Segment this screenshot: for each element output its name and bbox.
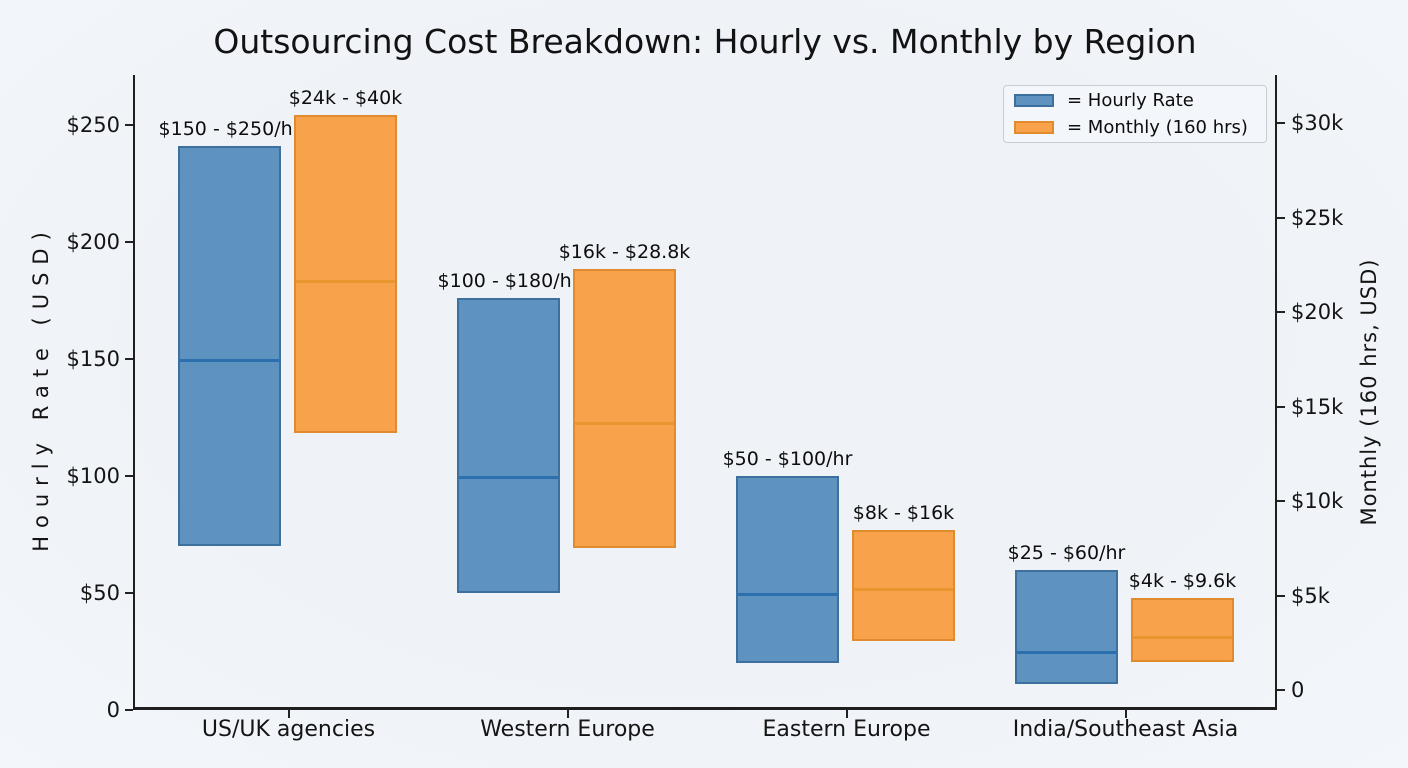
bar-hourly-rate-western-europe bbox=[457, 298, 560, 593]
monthly-swatch bbox=[1014, 121, 1054, 134]
left-axis-tick-label-200: $200 bbox=[66, 230, 120, 254]
bar-hourly-rate-us-uk-agencies bbox=[178, 146, 281, 547]
chart-title: Outsourcing Cost Breakdown: Hourly vs. M… bbox=[213, 22, 1197, 61]
range-label-monthly-160-hrs-eastern-europe: $8k - $16k bbox=[852, 502, 955, 525]
divider-line-monthly-160-hrs-us-uk-agencies bbox=[296, 279, 395, 283]
range-label-monthly-160-hrs-western-europe: $16k - $28.8k bbox=[558, 240, 691, 263]
right-axis-tick-label-20k: $20k bbox=[1291, 300, 1344, 324]
left-axis-tick-250 bbox=[125, 124, 133, 126]
right-axis-title: Monthly (160 hrs, USD) bbox=[1357, 258, 1381, 526]
bar-monthly-160-hrs-us-uk-agencies bbox=[294, 115, 397, 433]
left-axis-tick-label-100: $100 bbox=[66, 464, 120, 488]
range-label-hourly-rate-us-uk-agencies: $150 - $250/hr bbox=[158, 118, 301, 141]
legend-item-monthly: = Monthly (160 hrs) bbox=[1014, 117, 1256, 139]
range-label-hourly-rate-eastern-europe: $50 - $100/hr bbox=[722, 448, 853, 470]
left-axis-tick-150 bbox=[125, 358, 133, 360]
range-label-monthly-160-hrs-us-uk-agencies: $24k - $40k bbox=[288, 87, 403, 110]
right-axis-tick-label-10k: $10k bbox=[1291, 489, 1344, 513]
range-label-hourly-rate-western-europe: $100 - $180/hr bbox=[437, 270, 580, 293]
divider-line-hourly-rate-western-europe bbox=[459, 475, 558, 479]
x-axis-label-western-europe: Western Europe bbox=[480, 717, 655, 742]
right-axis-tick-15k bbox=[1277, 405, 1285, 408]
legend-item-hourly-rate: = Hourly Rate bbox=[1014, 90, 1256, 112]
left-axis-tick-50 bbox=[125, 592, 133, 594]
right-axis-tick-30k bbox=[1277, 122, 1285, 124]
right-axis-tick-label-25k: $25k bbox=[1291, 205, 1344, 230]
x-axis-tick-us-uk-agencies bbox=[287, 710, 290, 718]
right-axis-tick-10k bbox=[1277, 500, 1285, 502]
plot-area bbox=[133, 75, 1277, 710]
x-axis-tick-india-southeast-asia bbox=[1124, 710, 1127, 718]
x-axis-label-eastern-europe: Eastern Europe bbox=[762, 717, 931, 742]
right-axis-tick-5k bbox=[1277, 594, 1285, 597]
range-label-hourly-rate-india-southeast-asia: $25 - $60/hr bbox=[1007, 541, 1126, 564]
divider-line-hourly-rate-us-uk-agencies bbox=[180, 358, 279, 362]
divider-line-monthly-160-hrs-western-europe bbox=[575, 421, 674, 425]
left-axis-tick-0 bbox=[125, 709, 133, 711]
range-label-monthly-160-hrs-india-southeast-asia: $4k - $9.6k bbox=[1128, 570, 1237, 593]
right-axis-tick-25k bbox=[1277, 216, 1285, 219]
x-axis-label-us-uk-agencies: US/UK agencies bbox=[201, 717, 376, 742]
bar-monthly-160-hrs-eastern-europe bbox=[852, 530, 955, 641]
divider-line-monthly-160-hrs-india-southeast-asia bbox=[1133, 636, 1232, 640]
x-axis-tick-eastern-europe bbox=[845, 710, 848, 718]
legend: = Hourly Rate = Monthly (160 hrs) bbox=[1003, 85, 1267, 143]
divider-line-monthly-160-hrs-eastern-europe bbox=[854, 587, 953, 591]
bar-hourly-rate-eastern-europe bbox=[736, 476, 839, 664]
left-axis-tick-label-250: $250 bbox=[66, 113, 120, 137]
left-axis-tick-100 bbox=[125, 475, 133, 477]
divider-line-hourly-rate-india-southeast-asia bbox=[1017, 651, 1116, 655]
bar-monthly-160-hrs-india-southeast-asia bbox=[1131, 598, 1234, 662]
hourly-rate-swatch bbox=[1014, 94, 1054, 107]
right-axis-tick-0 bbox=[1277, 689, 1285, 691]
left-axis-tick-label-0: 0 bbox=[106, 698, 120, 722]
left-axis-tick-200 bbox=[125, 241, 133, 243]
right-axis-tick-label-5k: $5k bbox=[1291, 583, 1330, 608]
right-axis-tick-label-0: 0 bbox=[1291, 678, 1305, 702]
left-axis-tick-label-150: $150 bbox=[66, 347, 120, 371]
left-axis-title: Hourly Rate (USD) bbox=[29, 224, 53, 552]
legend-label-hourly-rate: = Hourly Rate bbox=[1067, 89, 1194, 111]
bar-hourly-rate-india-southeast-asia bbox=[1015, 569, 1118, 685]
left-axis-tick-label-50: $50 bbox=[79, 581, 120, 605]
x-axis-label-india-southeast-asia: India/Southeast Asia bbox=[1012, 717, 1239, 742]
right-axis-tick-label-15k: $15k bbox=[1291, 394, 1344, 419]
legend-label-monthly: = Monthly (160 hrs) bbox=[1067, 116, 1248, 138]
right-axis-tick-label-30k: $30k bbox=[1291, 111, 1344, 135]
bar-monthly-160-hrs-western-europe bbox=[573, 268, 676, 549]
divider-line-hourly-rate-eastern-europe bbox=[738, 593, 837, 596]
x-axis-tick-western-europe bbox=[566, 710, 569, 718]
right-axis-tick-20k bbox=[1277, 311, 1285, 313]
